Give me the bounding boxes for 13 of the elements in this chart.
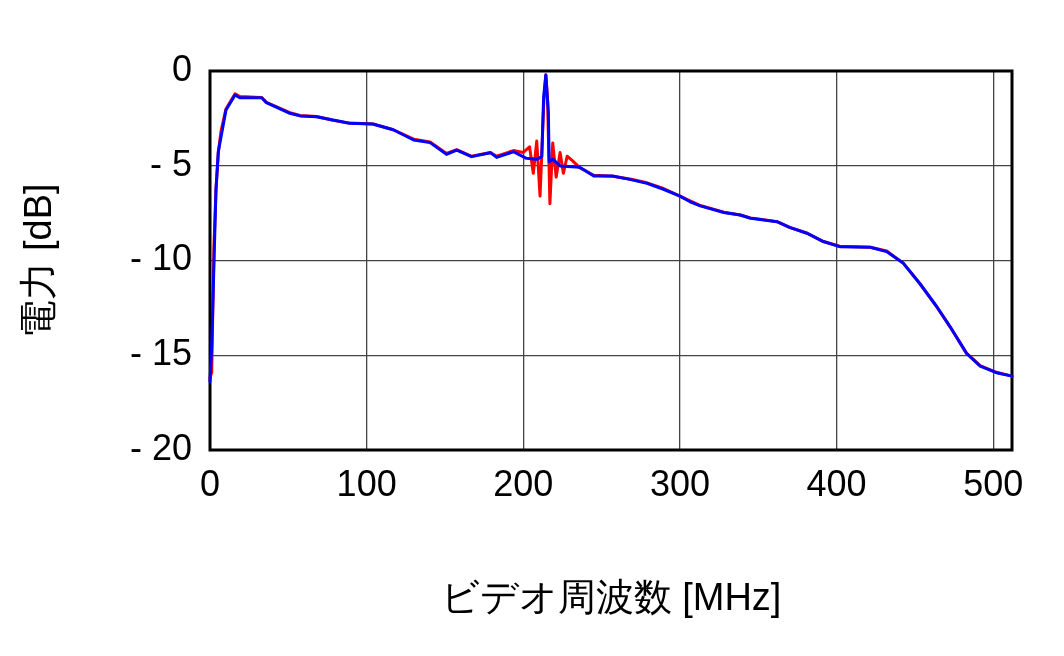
y-axis-title: 電力 [dB] <box>17 183 60 338</box>
y-tick-label: - 10 <box>129 237 192 279</box>
y-tick-label: - 20 <box>129 426 192 468</box>
x-axis-title: ビデオ周波数 [MHz] <box>440 575 782 618</box>
y-tick-label: 0 <box>171 47 192 89</box>
y-tick-label: - 5 <box>149 142 192 184</box>
x-tick-label: 500 <box>963 462 1024 504</box>
x-tick-label: 200 <box>493 462 554 504</box>
x-tick-label: 400 <box>806 462 867 504</box>
x-tick-label: 300 <box>649 462 710 504</box>
x-tick-label: 0 <box>199 462 221 504</box>
x-tick-label: 100 <box>336 462 397 504</box>
y-tick-label: - 15 <box>129 332 192 374</box>
